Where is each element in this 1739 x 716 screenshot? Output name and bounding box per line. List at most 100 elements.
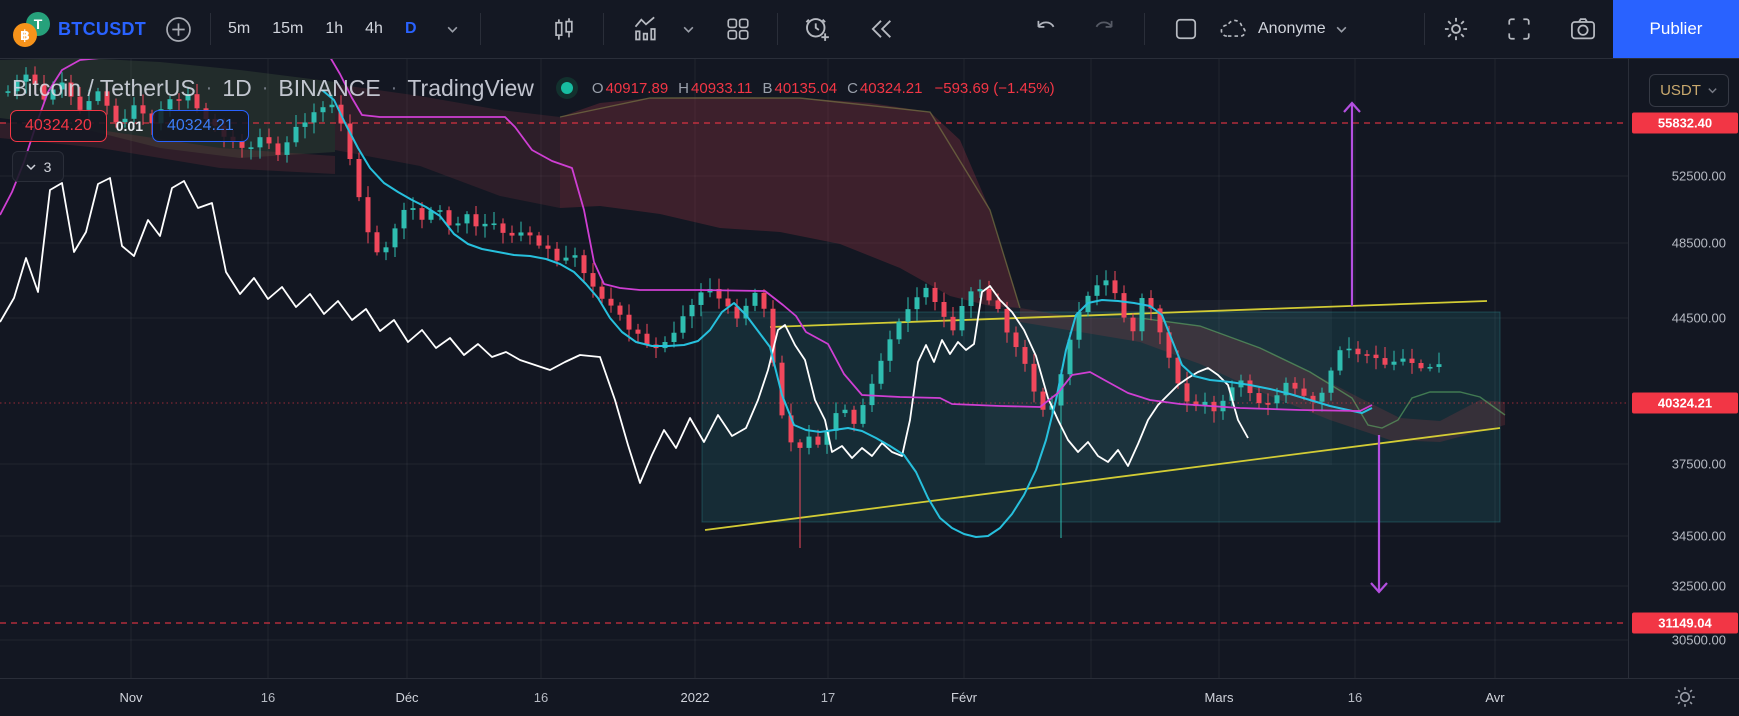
candle: [59, 82, 65, 90]
candle: [518, 232, 524, 236]
price-tick: 32500.00: [1671, 578, 1726, 594]
price-level-label: 31149.04: [1632, 612, 1738, 634]
time-tick: 17: [820, 690, 836, 705]
candle: [131, 105, 137, 119]
redo-arrow-icon: [1095, 20, 1113, 28]
candle: [896, 321, 902, 340]
timeframe-1h[interactable]: 1h: [325, 20, 344, 37]
candle: [1400, 358, 1406, 362]
publish-button[interactable]: Publier: [1613, 0, 1739, 58]
candle: [14, 81, 20, 92]
candle: [698, 292, 704, 305]
price-level-label: 55832.40: [1632, 112, 1738, 134]
candle: [437, 210, 443, 212]
sell-button[interactable]: 40324.20: [10, 110, 107, 142]
candle: [320, 107, 326, 113]
candle: [599, 286, 605, 299]
undo-button[interactable]: [1028, 0, 1064, 58]
candle: [779, 362, 785, 416]
arrow-head: [1343, 101, 1361, 113]
candle: [401, 209, 407, 229]
candle: [1193, 401, 1199, 407]
spread-label: 0.01: [115, 118, 143, 134]
candle: [644, 333, 650, 345]
screenshot-button[interactable]: [1565, 0, 1601, 58]
candle: [1166, 332, 1172, 358]
candle: [329, 104, 335, 108]
candle: [761, 292, 767, 309]
chevron-down-icon: [1708, 88, 1717, 94]
candle: [1409, 358, 1415, 363]
candle: [392, 228, 398, 248]
candle: [185, 94, 191, 101]
timeframe-dropdown[interactable]: [440, 0, 464, 58]
candle: [1121, 293, 1127, 318]
candle: [167, 99, 173, 110]
candle: [1184, 383, 1190, 402]
candle: [1076, 312, 1082, 340]
candle: [1103, 280, 1109, 286]
candle: [1022, 347, 1028, 364]
candle: [752, 292, 758, 306]
candle: [77, 96, 83, 110]
timeframe-15m[interactable]: 15m: [272, 20, 304, 37]
alert-button[interactable]: [798, 0, 836, 58]
candle: [689, 304, 695, 317]
sun-icon[interactable]: [1672, 684, 1698, 710]
time-axis[interactable]: Nov 16 Déc 16 2022 17 Févr Mars 16 Avr: [0, 678, 1739, 716]
alarm-plus-icon: [805, 18, 829, 41]
candle: [1256, 393, 1262, 404]
chevron-down-icon: [447, 26, 457, 33]
redo-button[interactable]: [1086, 0, 1122, 58]
candle: [1355, 348, 1361, 355]
time-tick: 16: [260, 690, 276, 705]
candle: [257, 137, 263, 148]
candle: [1229, 387, 1235, 401]
time-tick: 16: [1347, 690, 1363, 705]
candle: [527, 232, 533, 236]
username-label: Anonyme: [1258, 20, 1326, 37]
candle: [1391, 361, 1397, 365]
candle: [1436, 364, 1442, 367]
indicators-button[interactable]: [628, 0, 664, 58]
candle: [1292, 382, 1298, 389]
price-tick: 30500.00: [1671, 632, 1726, 648]
candle: [1148, 298, 1154, 309]
add-symbol-button[interactable]: [160, 0, 196, 58]
buy-button[interactable]: 40324.21: [151, 110, 249, 142]
account-menu[interactable]: Anonyme: [1218, 0, 1348, 58]
white-indicator-line: [0, 177, 1249, 484]
fullscreen-button[interactable]: [1501, 0, 1537, 58]
senkou-line: [1139, 317, 1506, 429]
symbol-label: BTCUSDT: [58, 18, 147, 39]
bar-replay-button[interactable]: [862, 0, 900, 58]
plus-circle-icon: [165, 16, 191, 42]
candle: [905, 309, 911, 322]
symbol-button[interactable]: BTCUSDT: [58, 0, 146, 58]
price-chart[interactable]: [0, 58, 1628, 678]
fullscreen-brackets-icon: [1508, 18, 1530, 40]
indicators-dropdown[interactable]: [676, 0, 700, 58]
timeframe-5m[interactable]: 5m: [228, 20, 251, 37]
timeframe-D[interactable]: D: [404, 20, 417, 37]
candle: [86, 101, 92, 110]
candle: [446, 210, 452, 226]
candle: [590, 273, 596, 287]
settings-button[interactable]: [1438, 0, 1474, 58]
candle: [248, 147, 254, 149]
cyan-indicator-line: [321, 89, 1373, 538]
grid-icon: [727, 18, 749, 40]
timeframe-4h[interactable]: 4h: [365, 20, 383, 37]
collapse-indicators-button[interactable]: 3: [12, 151, 64, 182]
currency-unit-button[interactable]: USDT: [1649, 74, 1729, 107]
candle: [941, 301, 947, 317]
price-axis[interactable]: USDT 52500.00 48500.00 44500.00 37500.00 345…: [1628, 58, 1739, 678]
candle: [122, 118, 128, 123]
magenta-indicator-line: [0, 58, 1373, 412]
layout-templates-button[interactable]: [720, 0, 756, 58]
select-layout-button[interactable]: [1166, 0, 1206, 58]
candle: [23, 74, 29, 82]
candle: [815, 436, 821, 445]
candle: [851, 409, 857, 424]
chart-style-button[interactable]: [546, 0, 582, 58]
